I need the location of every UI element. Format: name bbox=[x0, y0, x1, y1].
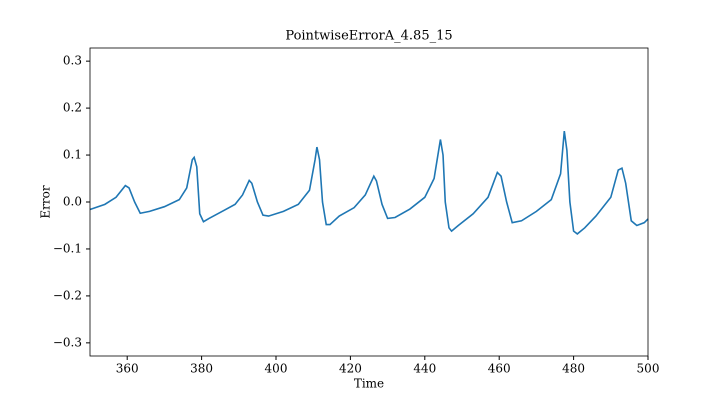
y-tick-label: −0.1 bbox=[53, 241, 82, 255]
x-axis-label: Time bbox=[354, 377, 384, 391]
x-tick-label: 440 bbox=[413, 362, 436, 376]
plot-frame bbox=[89, 47, 649, 357]
line-series bbox=[89, 130, 649, 235]
x-tick-label: 400 bbox=[265, 362, 288, 376]
y-tick-label: −0.2 bbox=[53, 288, 82, 302]
x-tick-label: 360 bbox=[116, 362, 139, 376]
y-tick-label: 0.1 bbox=[63, 148, 82, 162]
x-tick-label: 420 bbox=[339, 362, 362, 376]
y-tick-label: 0.2 bbox=[63, 101, 82, 115]
x-tick-label: 480 bbox=[562, 362, 585, 376]
x-tick-label: 500 bbox=[637, 362, 660, 376]
y-tick-label: 0.3 bbox=[63, 54, 82, 68]
y-tick-label: −0.3 bbox=[53, 335, 82, 349]
x-tick-label: 460 bbox=[488, 362, 511, 376]
y-tick-label: 0.0 bbox=[63, 195, 82, 209]
y-axis-label: Error bbox=[39, 185, 53, 218]
x-tick-label: 380 bbox=[190, 362, 213, 376]
chart-title: PointwiseErrorA_4.85_15 bbox=[285, 29, 452, 44]
